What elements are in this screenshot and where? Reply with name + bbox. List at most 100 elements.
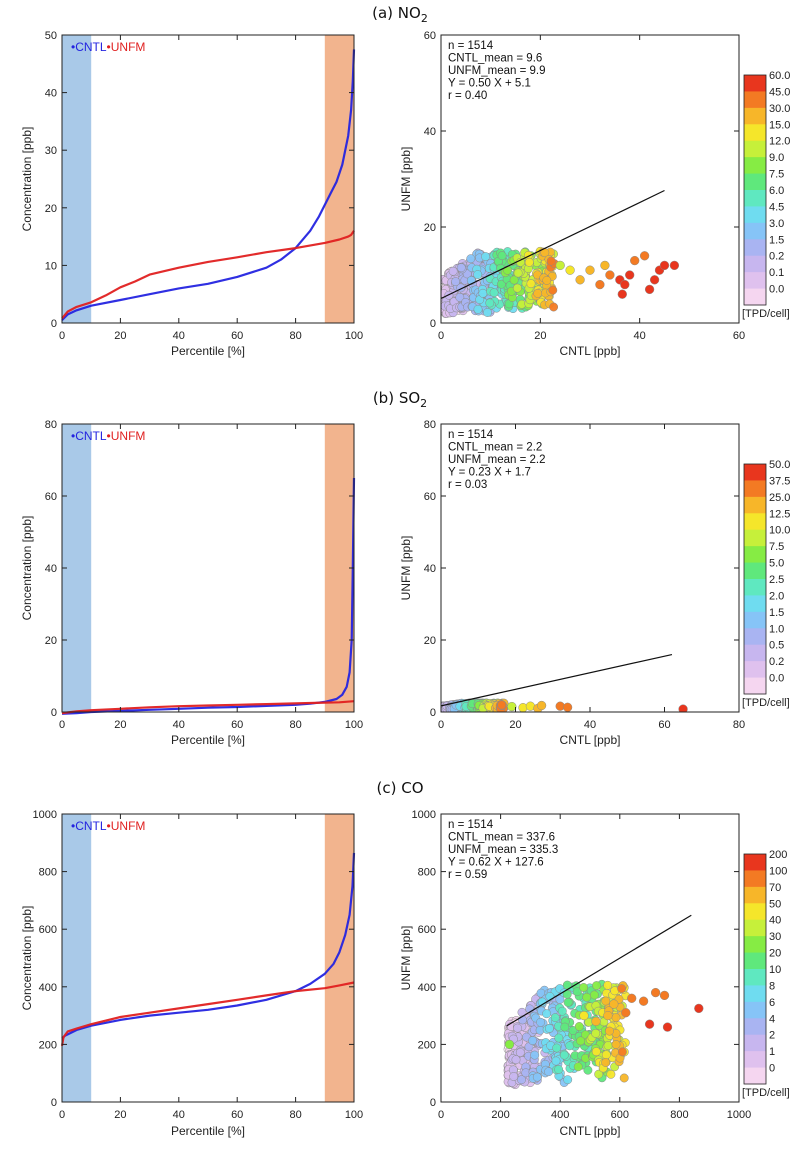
panel-c-colorbar-tick: 20 <box>769 948 781 960</box>
panel-b-colorbar-tick: 10.0 <box>769 525 790 537</box>
panel-a-outlier-point <box>625 270 635 280</box>
panel-b-colorbar-tick: 1.5 <box>769 607 784 619</box>
panel-a-colorbar-segment <box>744 272 766 290</box>
panel-c-data-point <box>554 1065 564 1074</box>
panel-a-stat-line: UNFM_mean = 9.9 <box>448 65 545 77</box>
panel-c-percentile-ytick-label: 1000 <box>33 809 57 821</box>
panel-a-data-point <box>542 275 552 285</box>
panel-c-data-point <box>611 1040 621 1049</box>
panel-c-data-point <box>579 983 589 992</box>
panel-a-colorbar: 60.0 45.0 30.0 15.0 12.0 9.0 7.5 6.0 4.5 3.0 1.5 0.… <box>742 70 790 320</box>
panel-c-scatter-xlabel: CNTL [ppb] <box>560 1124 621 1138</box>
panel-c-colorbar-segment <box>744 1067 766 1085</box>
panel-c-data-point <box>509 1072 519 1081</box>
panel-b-colorbar-tick: 2.0 <box>769 590 784 602</box>
panel-b-percentile-ytick-label: 0 <box>51 707 57 719</box>
panel-b-scatter-xlabel: CNTL [ppb] <box>560 733 621 747</box>
panel-c-colorbar-segment <box>744 936 766 954</box>
panel-c-percentile-ytick-label: 400 <box>39 982 57 994</box>
panel-a-outlier-point <box>659 260 670 271</box>
panel-c-ylabel: Concentration [ppb] <box>20 906 34 1011</box>
panel-a-stat-line: r = 0.40 <box>448 90 487 102</box>
legend-label-unfm: UNFM <box>111 40 146 54</box>
panel-c-data-point <box>560 1022 570 1032</box>
panel-b-ylabel: Concentration [ppb] <box>20 516 34 621</box>
panel-c-title-main: (c) CO <box>377 779 424 797</box>
panel-c-percentile-xtick-label: 100 <box>345 1109 363 1121</box>
panel-c-data-point <box>563 997 573 1007</box>
panel-c-data-point <box>601 996 611 1006</box>
panel-c-data-point <box>606 1069 616 1079</box>
panel-a-high-percentile-band <box>324 35 354 323</box>
panel-b-regression-line <box>440 653 673 707</box>
panel-c-outlier-point <box>579 1010 589 1021</box>
panel-a-title-subscript: 2 <box>421 12 428 25</box>
panel-c-colorbar-segment <box>744 870 766 888</box>
panel-a-colorbar-tick: 12.0 <box>769 136 790 148</box>
panel-b-colorbar-tick: 2.5 <box>769 574 784 586</box>
panel-c-high-percentile-band <box>324 814 354 1102</box>
legend-marker-cntl: • <box>71 429 75 443</box>
legend-label-cntl: CNTL <box>75 40 107 54</box>
panel-a-data-point <box>451 277 461 287</box>
panel-b-colorbar: 50.0 37.5 25.0 12.5 10.0 7.5 5.0 2.5 2.0 1.5 1.0 0.… <box>742 459 790 709</box>
panel-b-scatter-xtick-label: 60 <box>658 719 670 731</box>
panel-b-colorbar-segment <box>744 611 766 629</box>
panel-b-percentile-xtick-label: 20 <box>114 719 126 731</box>
panel-a-regression-line <box>440 189 665 300</box>
panel-b-scatter-ytick-label: 20 <box>424 635 436 647</box>
panel-a-data-point <box>473 304 483 314</box>
panel-c-data-point <box>592 981 601 991</box>
panel-c-data-point <box>559 1050 569 1060</box>
panel-b-colorbar-tick: 1.0 <box>769 623 784 635</box>
panel-c-regression-line <box>506 914 692 1027</box>
panel-c-colorbar-segment <box>744 952 766 970</box>
panel-b-percentile-xtick-label: 80 <box>289 719 301 731</box>
panel-c-colorbar-segment <box>744 903 766 921</box>
panel-b-scatter-ylabel: UNFM [ppb] <box>399 536 413 601</box>
panel-c-colorbar-segment <box>744 1018 766 1036</box>
panel-b-percentile-ytick-label: 20 <box>45 635 57 647</box>
panel-a-scatter-ylabel: UNFM [ppb] <box>399 147 413 212</box>
panel-b-colorbar-tick: 7.5 <box>769 541 784 553</box>
panel-b-xlabel: Percentile [%] <box>171 733 245 747</box>
panel-c-scatter-ytick-label: 400 <box>418 982 436 994</box>
panel-c-data-point <box>565 1041 575 1051</box>
panel-c-xlabel: Percentile [%] <box>171 1124 245 1138</box>
panel-a-percentile-ytick-label: 10 <box>45 260 57 272</box>
panel-c-title: (c) CO <box>377 779 424 797</box>
panel-b-colorbar-segment <box>744 546 766 564</box>
panel-c-data-point <box>511 1055 521 1065</box>
panel-b-scatter-ytick-label: 0 <box>430 707 436 719</box>
panel-c-data-point <box>603 980 613 990</box>
panel-c-data-point <box>554 1033 564 1043</box>
panel-c-outlier-point <box>659 990 670 1001</box>
panel-b-scatter-xtick-label: 20 <box>509 719 521 731</box>
panel-a-percentile-xtick-label: 100 <box>345 330 363 342</box>
panel-b-scatter-xtick-label: 80 <box>733 719 745 731</box>
panel-b-outlier-point <box>678 704 688 712</box>
panel-c-outlier-point <box>621 1008 631 1018</box>
legend-label-cntl: CNTL <box>75 429 107 443</box>
legend-marker-unfm: • <box>107 819 111 833</box>
panel-c-scatter-xtick-label: 0 <box>438 1109 444 1121</box>
panel-b-scatter-ytick-label: 40 <box>424 563 436 575</box>
panel-c-colorbar-segment <box>744 854 766 871</box>
panel-c-data-point <box>617 1047 627 1057</box>
panel-a-data-point <box>481 252 491 262</box>
panel-a-scatter-xtick-label: 60 <box>733 330 745 342</box>
panel-b-series-unfm-line <box>61 700 355 715</box>
panel-b-percentile-xtick-label: 100 <box>345 719 363 731</box>
panel-a-data-point <box>549 302 559 312</box>
panel-b-colorbar-segment <box>744 579 766 596</box>
panel-b-colorbar-segment <box>744 464 766 481</box>
panel-b-stat-line: Y = 0.23 X + 1.7 <box>448 467 531 479</box>
panel-a-percentile-ytick-label: 30 <box>45 145 57 157</box>
panel-a-data-point <box>478 288 488 298</box>
panel-c-colorbar-tick: 40 <box>769 915 781 927</box>
panel-c-scatter-ytick-label: 200 <box>418 1039 436 1051</box>
panel-c-data-point <box>582 992 592 1002</box>
panel-c-stat-line: UNFM_mean = 335.3 <box>448 844 558 856</box>
panel-b-colorbar-tick: 5.0 <box>769 558 784 570</box>
panel-c-data-point <box>530 1050 540 1060</box>
